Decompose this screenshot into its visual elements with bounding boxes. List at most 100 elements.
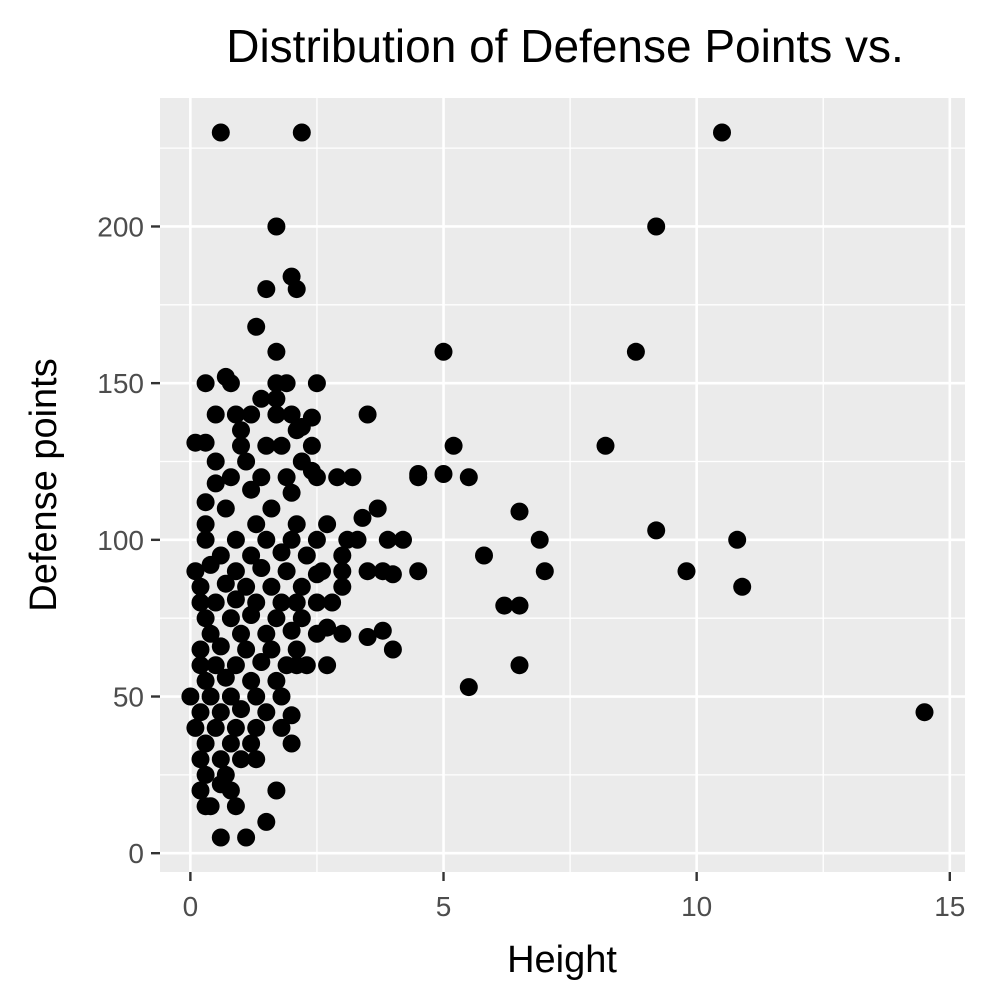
data-point [252, 653, 271, 671]
data-point [226, 656, 245, 675]
data-point [444, 436, 463, 455]
x-axis-title: Height [507, 939, 617, 981]
data-point [495, 596, 514, 615]
data-point [237, 828, 256, 847]
data-point [267, 389, 286, 408]
data-point [191, 750, 210, 769]
data-point [247, 317, 266, 336]
data-point [257, 530, 276, 549]
data-point [196, 374, 215, 393]
data-point [257, 812, 276, 831]
data-point [358, 405, 377, 424]
y-tick-label: 200 [97, 211, 144, 242]
data-point [206, 656, 225, 675]
data-point [242, 480, 261, 499]
data-point [191, 703, 210, 722]
data-point [196, 433, 215, 452]
data-point [475, 546, 493, 565]
data-point [282, 483, 301, 502]
data-point [267, 342, 286, 361]
data-point [318, 656, 337, 675]
data-points [181, 123, 934, 847]
data-point [196, 609, 215, 628]
data-point [221, 374, 240, 393]
data-point [232, 436, 250, 455]
data-point [211, 828, 230, 847]
y-tick-label: 150 [97, 368, 144, 399]
data-point [232, 421, 250, 440]
data-point [282, 706, 301, 725]
data-point [510, 502, 529, 521]
data-point [647, 521, 666, 540]
data-point [297, 546, 316, 565]
data-point [181, 687, 200, 706]
data-point [292, 577, 311, 596]
data-point [318, 515, 337, 534]
data-point [226, 562, 245, 581]
plot-panel [160, 98, 965, 872]
data-point [252, 559, 271, 577]
data-point [915, 703, 934, 722]
data-point [221, 468, 240, 487]
data-point [237, 640, 256, 659]
data-point [287, 515, 306, 534]
data-point [262, 577, 281, 596]
data-point [383, 565, 402, 584]
data-point [368, 499, 387, 518]
data-point [257, 624, 276, 643]
data-point [267, 781, 286, 800]
data-point [191, 656, 210, 675]
major-gridlines [160, 98, 965, 872]
data-point [232, 624, 250, 643]
data-point [434, 342, 453, 361]
data-point [677, 562, 696, 581]
data-point [510, 596, 529, 615]
chart-title: Distribution of Defense Points vs. [226, 20, 904, 72]
data-point [206, 474, 225, 493]
data-point [292, 418, 311, 436]
data-point [196, 734, 215, 753]
x-tick-label: 0 [183, 891, 199, 922]
data-point [333, 577, 352, 596]
data-point [292, 609, 311, 628]
data-point [191, 577, 210, 596]
data-point [272, 543, 291, 562]
data-point [247, 687, 266, 706]
data-point [302, 436, 321, 455]
data-point [535, 562, 554, 581]
data-point [237, 452, 256, 471]
data-point [221, 781, 240, 800]
data-point [186, 562, 205, 581]
data-point [201, 624, 220, 643]
data-point [323, 593, 342, 612]
data-point [434, 465, 453, 483]
data-point [272, 718, 291, 737]
y-axis: 0 50 100 150 200 [97, 211, 160, 869]
data-point [242, 606, 261, 624]
data-point [409, 562, 428, 581]
x-tick-label: 10 [681, 891, 712, 922]
y-tick-label: 50 [113, 682, 144, 713]
x-tick-label: 15 [934, 891, 965, 922]
data-point [226, 590, 245, 609]
data-point [333, 624, 352, 643]
data-point [307, 468, 326, 487]
data-point [348, 530, 367, 549]
data-point [237, 577, 256, 596]
data-point [626, 342, 645, 361]
data-point [282, 405, 301, 424]
data-point [307, 530, 326, 549]
data-point [262, 499, 281, 518]
data-point [211, 703, 230, 722]
data-point [328, 468, 347, 487]
data-point [287, 640, 306, 659]
data-point [292, 123, 311, 142]
data-point [206, 405, 225, 424]
y-tick-label: 0 [128, 838, 144, 869]
data-point [196, 515, 215, 534]
data-point [277, 374, 296, 393]
data-point [459, 468, 478, 487]
data-point [358, 562, 377, 581]
data-point [728, 530, 747, 549]
